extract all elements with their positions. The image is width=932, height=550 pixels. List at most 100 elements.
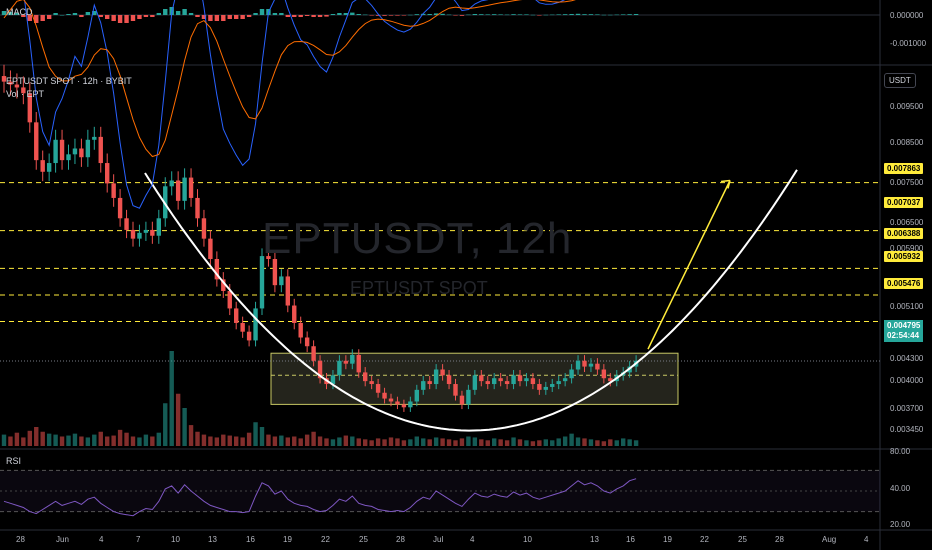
- volume-bar: [298, 438, 303, 446]
- volume-bar: [124, 432, 129, 446]
- volume-bar: [1, 434, 7, 446]
- volume-bar: [214, 437, 220, 446]
- candle-body: [363, 372, 368, 382]
- candle-body: [562, 378, 568, 382]
- volume-bar: [401, 440, 407, 446]
- date-tick: 13: [590, 535, 599, 544]
- macd-histogram-bar: [517, 14, 523, 15]
- volume-bar: [85, 437, 91, 446]
- candle-body: [343, 360, 349, 364]
- candle-body: [53, 139, 58, 164]
- candle-body: [46, 163, 52, 172]
- volume-bar: [537, 440, 542, 446]
- volume-bar: [556, 438, 561, 446]
- macd-histogram-bar: [105, 15, 110, 19]
- macd-histogram-bar: [246, 15, 252, 17]
- volume-bar: [485, 440, 490, 446]
- volume-bar: [421, 438, 426, 446]
- candle-body: [317, 360, 323, 379]
- volume-bar: [453, 440, 458, 446]
- macd-histogram-bar: [524, 14, 529, 15]
- last-price-tag: 0.004795 02:54:44: [884, 320, 924, 342]
- candle-body: [272, 259, 278, 286]
- volume-bar: [266, 434, 271, 446]
- volume-bar: [227, 435, 232, 446]
- volume-bar: [472, 437, 478, 446]
- price-axis-tick: 0.003700: [890, 404, 924, 413]
- candle-body: [556, 381, 561, 385]
- macd-histogram-bar: [453, 15, 458, 16]
- volume-bar: [105, 436, 110, 446]
- volume-bar: [524, 440, 529, 446]
- volume-legend[interactable]: Vol · EPT: [6, 89, 45, 99]
- volume-bar: [143, 434, 149, 446]
- candle-body: [350, 354, 355, 364]
- macd-histogram-bar: [543, 14, 548, 16]
- volume-bar: [633, 440, 639, 446]
- volume-bar: [46, 433, 52, 446]
- candle-body: [175, 180, 181, 201]
- cup-pattern-curve: [144, 169, 798, 432]
- date-tick: 25: [359, 535, 368, 544]
- macd-histogram-bar: [59, 15, 65, 16]
- volume-bar: [459, 438, 465, 446]
- volume-bar: [92, 434, 97, 446]
- date-tick: 10: [171, 535, 180, 544]
- volume-bar: [156, 432, 161, 446]
- macd-histogram-bar: [433, 13, 439, 15]
- level-tag: 0.005932: [884, 251, 924, 262]
- candle-body: [608, 378, 613, 382]
- candle-body: [92, 136, 97, 140]
- volume-bar: [246, 432, 252, 446]
- macd-histogram-bar: [595, 14, 600, 15]
- macd-histogram-bar: [614, 14, 619, 16]
- macd-histogram-bar: [556, 14, 561, 15]
- candle-body: [337, 360, 342, 376]
- volume-bar: [388, 437, 394, 446]
- macd-histogram-bar: [550, 14, 555, 16]
- macd-histogram-bar: [375, 15, 381, 16]
- candle-body: [34, 122, 39, 161]
- volume-bar: [98, 431, 103, 446]
- symbol-title[interactable]: EPTUSDT SPOT · 12h · BYBIT: [6, 76, 132, 86]
- volume-bar: [53, 434, 58, 446]
- macd-histogram-bar: [324, 15, 329, 17]
- macd-signal-line: [3, 0, 576, 158]
- volume-bar: [337, 437, 342, 446]
- macd-histogram-bar: [479, 14, 484, 15]
- currency-unit-button[interactable]: USDT: [884, 73, 916, 88]
- volume-bar: [350, 436, 355, 446]
- date-tick: Jun: [56, 535, 69, 544]
- volume-bar: [137, 437, 142, 446]
- price-axis-tick: 0.006500: [890, 218, 924, 227]
- volume-bar: [21, 437, 26, 446]
- candle-body: [40, 160, 45, 172]
- macd-histogram-bar: [40, 15, 45, 21]
- volume-bar: [72, 433, 78, 446]
- macd-histogram-bar: [427, 14, 432, 15]
- volume-bar: [311, 431, 316, 446]
- level-tag: 0.007863: [884, 163, 924, 174]
- volume-bar: [601, 441, 607, 446]
- volume-bar: [614, 440, 619, 446]
- macd-histogram-bar: [472, 14, 478, 15]
- macd-histogram-bar: [53, 13, 58, 15]
- candle-body: [530, 378, 536, 385]
- price-axis-tick: 0.009500: [890, 102, 924, 111]
- date-tick: 4: [470, 535, 475, 544]
- macd-histogram-bar: [504, 14, 510, 16]
- macd-histogram-bar: [388, 15, 394, 16]
- macd-histogram-bar: [201, 15, 207, 19]
- macd-histogram-bar: [608, 14, 613, 16]
- macd-histogram-bar: [111, 15, 116, 21]
- price-axis-tick: 0.005900: [890, 244, 924, 253]
- volume-bar: [575, 437, 581, 446]
- volume-bar: [492, 438, 497, 446]
- date-tick: 28: [775, 535, 784, 544]
- candle-body: [550, 384, 555, 387]
- volume-bar: [569, 433, 574, 446]
- candle-body: [227, 290, 232, 309]
- candle-body: [234, 308, 239, 323]
- volume-bar: [395, 438, 400, 446]
- price-axis-tick: 0.003450: [890, 425, 924, 434]
